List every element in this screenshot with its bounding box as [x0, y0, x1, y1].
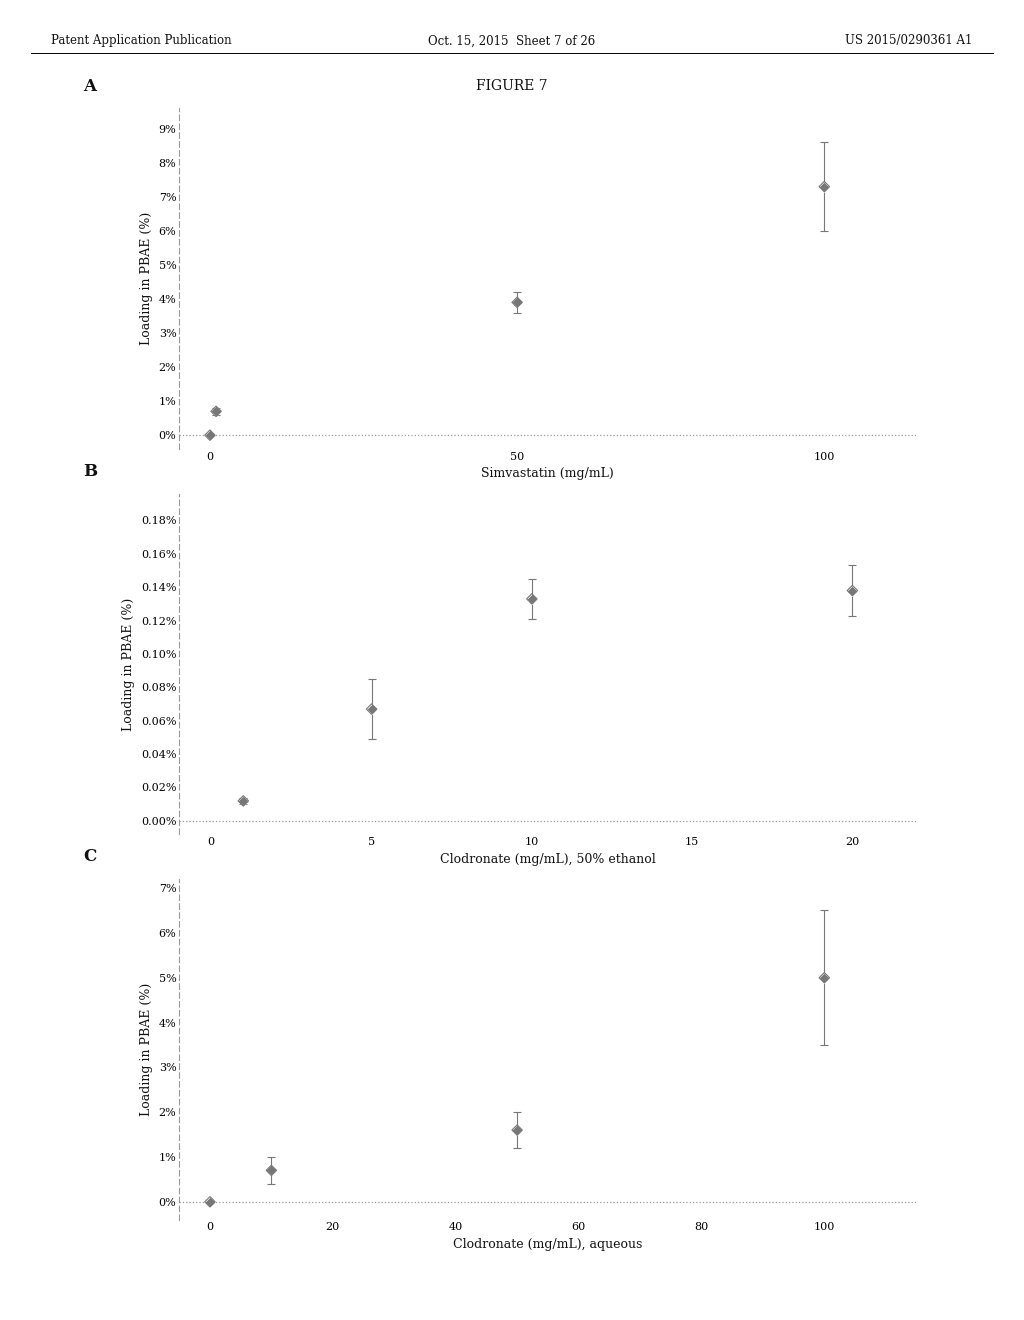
Point: [202, 1191, 218, 1212]
Point: [202, 425, 218, 446]
Point: [263, 1160, 280, 1181]
Point: [364, 698, 380, 719]
Point: [208, 401, 224, 422]
X-axis label: Clodronate (mg/mL), 50% ethanol: Clodronate (mg/mL), 50% ethanol: [440, 853, 655, 866]
Point: [509, 1119, 525, 1140]
X-axis label: Simvastatin (mg/mL): Simvastatin (mg/mL): [481, 467, 614, 480]
Point: [816, 176, 833, 197]
Point: [816, 176, 833, 197]
Text: B: B: [83, 463, 97, 480]
Y-axis label: Loading in PBAE (%): Loading in PBAE (%): [122, 598, 135, 730]
Point: [208, 401, 224, 422]
Point: [844, 579, 860, 601]
Point: [263, 1160, 280, 1181]
Text: C: C: [83, 849, 96, 866]
Point: [509, 292, 525, 313]
Point: [236, 791, 252, 812]
X-axis label: Clodronate (mg/mL), aqueous: Clodronate (mg/mL), aqueous: [454, 1238, 642, 1251]
Y-axis label: Loading in PBAE (%): Loading in PBAE (%): [140, 213, 154, 345]
Point: [509, 1119, 525, 1140]
Text: Patent Application Publication: Patent Application Publication: [51, 34, 231, 48]
Point: [202, 425, 218, 446]
Text: A: A: [83, 78, 96, 95]
Text: FIGURE 7: FIGURE 7: [476, 79, 548, 94]
Text: Oct. 15, 2015  Sheet 7 of 26: Oct. 15, 2015 Sheet 7 of 26: [428, 34, 596, 48]
Point: [523, 589, 540, 610]
Text: US 2015/0290361 A1: US 2015/0290361 A1: [846, 34, 973, 48]
Point: [202, 1191, 218, 1212]
Point: [236, 791, 252, 812]
Point: [844, 579, 860, 601]
Point: [523, 589, 540, 610]
Y-axis label: Loading in PBAE (%): Loading in PBAE (%): [140, 983, 154, 1115]
Point: [509, 292, 525, 313]
Point: [364, 698, 380, 719]
Point: [816, 968, 833, 989]
Point: [816, 968, 833, 989]
